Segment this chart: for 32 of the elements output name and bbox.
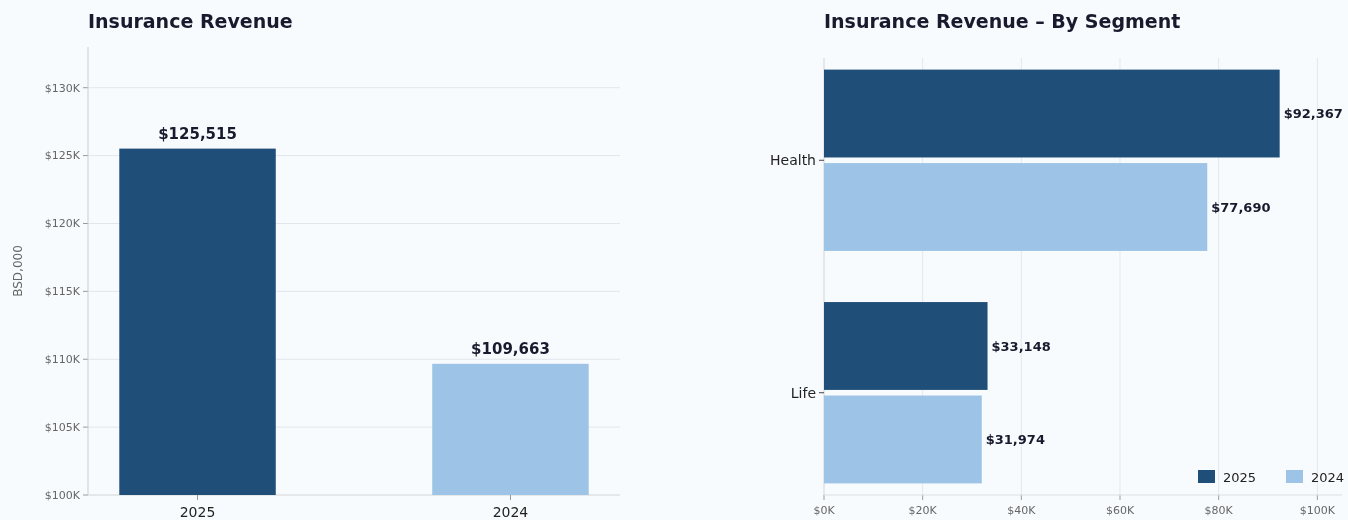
x-tick-label: $0K xyxy=(813,504,836,517)
y-tick-label: $115K xyxy=(44,285,81,299)
y-tick-label: $130K xyxy=(44,81,81,95)
x-tick-label: $100K xyxy=(1299,504,1336,517)
y-tick-label: $105K xyxy=(44,420,81,434)
y-tick-label: $100K xyxy=(44,488,81,502)
chart-title: Insurance Revenue xyxy=(88,10,293,32)
y-tick-label: Life xyxy=(790,384,816,401)
legend-label: 2025 xyxy=(1223,469,1257,485)
data-label: $125,515 xyxy=(158,124,237,143)
x-tick-label: $20K xyxy=(908,504,938,517)
x-tick-label: $80K xyxy=(1204,504,1234,517)
y-tick-label: Health xyxy=(770,152,816,169)
bar xyxy=(824,395,982,484)
bar xyxy=(824,163,1208,251)
y-axis-title: BSD,000 xyxy=(11,245,25,297)
y-tick-label: $125K xyxy=(44,149,81,163)
x-tick-label: $60K xyxy=(1105,504,1135,517)
data-label: $31,974 xyxy=(985,432,1045,447)
x-tick-label: 2025 xyxy=(179,504,216,520)
y-tick-label: $110K xyxy=(44,353,81,367)
data-label: $109,663 xyxy=(471,339,550,358)
bar xyxy=(824,69,1280,158)
bar xyxy=(824,302,988,390)
chart-title: Insurance Revenue – By Segment xyxy=(824,10,1181,32)
data-label: $77,690 xyxy=(1211,199,1271,215)
x-tick-label: 2024 xyxy=(492,504,529,520)
legend-label: 2024 xyxy=(1311,469,1345,485)
data-label: $33,148 xyxy=(991,338,1051,354)
y-tick-label: $120K xyxy=(44,217,81,231)
data-label: $92,367 xyxy=(1283,106,1343,122)
x-tick-label: $40K xyxy=(1007,504,1037,517)
